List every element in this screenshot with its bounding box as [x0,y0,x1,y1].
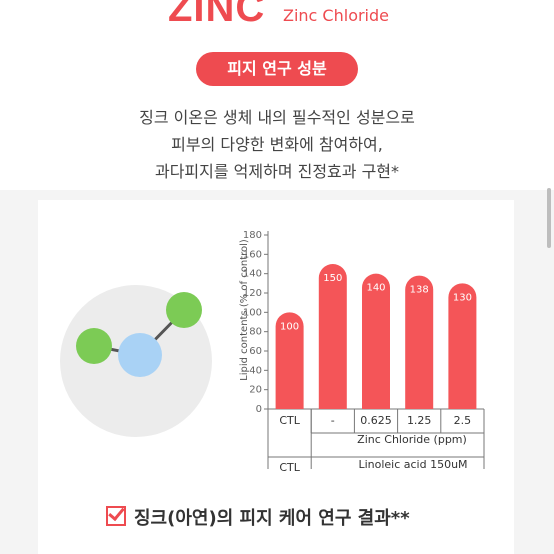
atom-green-left [76,328,112,364]
y-tick-label: 80 [249,327,262,338]
y-tick-label: 20 [249,385,262,396]
checkbox-icon [106,506,126,526]
bar-3 [405,275,434,409]
scrollbar[interactable] [547,188,551,248]
brand-title: ZINC [168,0,266,30]
x-tick-label: - [331,414,335,427]
chart-bars: 100 150 140 138 130 [275,264,477,409]
y-axis-label: Lipid contents (% of control) [239,239,250,381]
y-tick-label: 120 [243,288,262,299]
molecule-icon [76,292,202,377]
ingredient-badge: 피지 연구 성분 [196,52,358,86]
y-tick-label: 100 [243,307,262,318]
result-label: 징크(아연)의 피지 케어 연구 결과** [134,508,410,529]
bar-4 [448,283,477,409]
y-tick-label: 180 [243,230,262,241]
x-tick-label: 1.25 [407,414,432,427]
y-tick-label: 140 [243,269,262,280]
y-tick-label: 40 [249,365,262,376]
control-group-label: CTL [279,461,300,474]
description-line-3: 과다피지를 억제하며 진정효과 구현* [154,162,400,181]
bar-value-label: 140 [366,283,385,294]
bar-2 [362,273,390,409]
brand-subtitle: Zinc Chloride [283,6,389,25]
bar-value-label: 100 [280,321,299,332]
y-tick-label: 60 [249,346,262,357]
description-line-1: 징크 이온은 생체 내의 필수적인 성분으로 [139,108,415,127]
x-tick-label: 2.5 [454,414,472,427]
result-heading: 징크(아연)의 피지 케어 연구 결과** [106,504,410,530]
y-tick-label: 0 [256,404,262,415]
bar-value-label: 130 [453,292,472,303]
bar-value-label: 138 [410,285,429,296]
x-axis-label: Zinc Chloride (ppm) [357,433,467,446]
x-tick-label: 0.625 [360,414,392,427]
x-tick-label: CTL [279,414,300,427]
bar-value-label: 150 [323,273,342,284]
header-section: ZINC Zinc Chloride 피지 연구 성분 징크 이온은 생체 내의… [0,0,554,190]
y-tick-label: 160 [243,249,262,260]
group-label: Linoleic acid 150uM [358,458,467,471]
atom-blue-center [118,333,162,377]
bar-1 [318,264,347,409]
description-line-2: 피부의 다양한 변화에 참여하여, [171,135,383,154]
atom-green-right [166,292,202,328]
bar-0 [275,312,304,409]
